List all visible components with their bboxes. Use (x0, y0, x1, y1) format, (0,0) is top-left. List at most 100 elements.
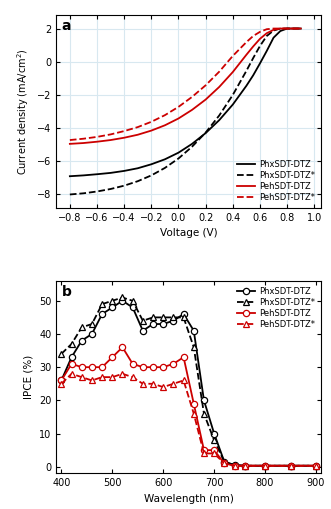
PehSDT-DTZ* (90, 377, 94, 383)
PhxSDT-DTZ (251, 72, 255, 78)
PehSDT-DTZ* (263, 463, 267, 469)
PehSDT-DTZ* (278, 25, 282, 32)
PhxSDT-DTZ (161, 321, 165, 327)
PehSDT-DTZ (202, 447, 206, 453)
PhxSDT-DTZ* (149, 173, 153, 179)
PhxSDT-DTZ (136, 165, 140, 172)
PehSDT-DTZ (217, 84, 221, 90)
PehSDT-DTZ (251, 43, 255, 49)
PhxSDT-DTZ (120, 298, 124, 304)
PehSDT-DTZ* (109, 131, 113, 137)
PehSDT-DTZ (70, 361, 73, 367)
PhxSDT-DTZ (90, 331, 94, 337)
PehSDT-DTZ (192, 401, 196, 407)
PhxSDT-DTZ* (258, 43, 262, 49)
PehSDT-DTZ (299, 25, 303, 32)
PhxSDT-DTZ (59, 377, 63, 383)
PehSDT-DTZ (182, 354, 186, 360)
PhxSDT-DTZ* (265, 33, 269, 39)
PehSDT-DTZ* (141, 381, 145, 387)
Line: PehSDT-DTZ*: PehSDT-DTZ* (58, 371, 319, 469)
PehSDT-DTZ (136, 132, 140, 138)
PehSDT-DTZ* (110, 374, 114, 380)
PhxSDT-DTZ (292, 25, 296, 32)
PhxSDT-DTZ* (244, 68, 248, 74)
PehSDT-DTZ* (204, 82, 208, 89)
PehSDT-DTZ* (151, 381, 155, 387)
PhxSDT-DTZ (190, 141, 194, 147)
PehSDT-DTZ* (131, 374, 135, 380)
PhxSDT-DTZ (314, 463, 318, 469)
PehSDT-DTZ (289, 463, 293, 469)
PhxSDT-DTZ (278, 28, 282, 34)
PhxSDT-DTZ (258, 61, 262, 67)
PehSDT-DTZ* (100, 374, 104, 380)
PhxSDT-DTZ* (314, 463, 318, 469)
Y-axis label: IPCE (%): IPCE (%) (24, 355, 33, 399)
PhxSDT-DTZ* (161, 315, 165, 321)
PehSDT-DTZ (151, 364, 155, 370)
PhxSDT-DTZ (70, 354, 73, 360)
PehSDT-DTZ (176, 116, 180, 122)
PhxSDT-DTZ* (141, 318, 145, 324)
PhxSDT-DTZ (289, 463, 293, 469)
PehSDT-DTZ (285, 25, 289, 32)
PhxSDT-DTZ* (120, 294, 124, 300)
PhxSDT-DTZ* (171, 315, 175, 321)
PhxSDT-DTZ* (109, 186, 113, 192)
PhxSDT-DTZ* (59, 351, 63, 357)
PhxSDT-DTZ (204, 130, 208, 136)
PehSDT-DTZ* (95, 134, 99, 140)
PhxSDT-DTZ* (299, 25, 303, 32)
PhxSDT-DTZ* (231, 92, 235, 98)
PehSDT-DTZ* (222, 460, 226, 466)
PhxSDT-DTZ* (163, 165, 167, 171)
PhxSDT-DTZ* (278, 25, 282, 32)
Y-axis label: Current density (mA/cm$^2$): Current density (mA/cm$^2$) (16, 48, 31, 175)
X-axis label: Voltage (V): Voltage (V) (160, 228, 217, 238)
PhxSDT-DTZ* (202, 411, 206, 417)
PehSDT-DTZ (244, 52, 248, 58)
PehSDT-DTZ* (163, 112, 167, 118)
PhxSDT-DTZ (95, 171, 99, 177)
PehSDT-DTZ* (271, 25, 275, 32)
PehSDT-DTZ* (231, 53, 235, 59)
PehSDT-DTZ* (265, 26, 269, 32)
PhxSDT-DTZ (243, 463, 247, 469)
PehSDT-DTZ (68, 141, 72, 147)
PhxSDT-DTZ* (81, 190, 85, 196)
PehSDT-DTZ (278, 25, 282, 32)
PhxSDT-DTZ (192, 328, 196, 334)
PhxSDT-DTZ (151, 321, 155, 327)
PhxSDT-DTZ* (131, 298, 135, 304)
Legend: PhxSDT-DTZ, PhxSDT-DTZ*, PehSDT-DTZ, PehSDT-DTZ*: PhxSDT-DTZ, PhxSDT-DTZ*, PehSDT-DTZ, Peh… (235, 158, 317, 204)
PhxSDT-DTZ (163, 156, 167, 162)
PehSDT-DTZ (243, 463, 247, 469)
PhxSDT-DTZ* (217, 112, 221, 119)
PehSDT-DTZ (141, 364, 145, 370)
PhxSDT-DTZ* (232, 462, 236, 468)
PhxSDT-DTZ* (292, 25, 296, 32)
PhxSDT-DTZ (212, 431, 216, 437)
PehSDT-DTZ* (299, 25, 303, 32)
PhxSDT-DTZ* (70, 341, 73, 347)
PhxSDT-DTZ* (110, 298, 114, 304)
PhxSDT-DTZ* (243, 463, 247, 469)
PhxSDT-DTZ* (271, 27, 275, 34)
PhxSDT-DTZ* (192, 344, 196, 350)
PehSDT-DTZ* (292, 25, 296, 32)
PhxSDT-DTZ (263, 463, 267, 469)
PhxSDT-DTZ (141, 328, 145, 334)
PhxSDT-DTZ (231, 101, 235, 107)
PhxSDT-DTZ (285, 25, 289, 32)
PhxSDT-DTZ (244, 83, 248, 89)
PehSDT-DTZ (59, 377, 63, 383)
PehSDT-DTZ* (120, 371, 124, 377)
PehSDT-DTZ* (176, 104, 180, 110)
PhxSDT-DTZ (182, 311, 186, 317)
PhxSDT-DTZ (131, 304, 135, 310)
PhxSDT-DTZ* (212, 437, 216, 443)
PhxSDT-DTZ (80, 337, 84, 344)
PehSDT-DTZ* (80, 374, 84, 380)
PhxSDT-DTZ* (289, 463, 293, 469)
